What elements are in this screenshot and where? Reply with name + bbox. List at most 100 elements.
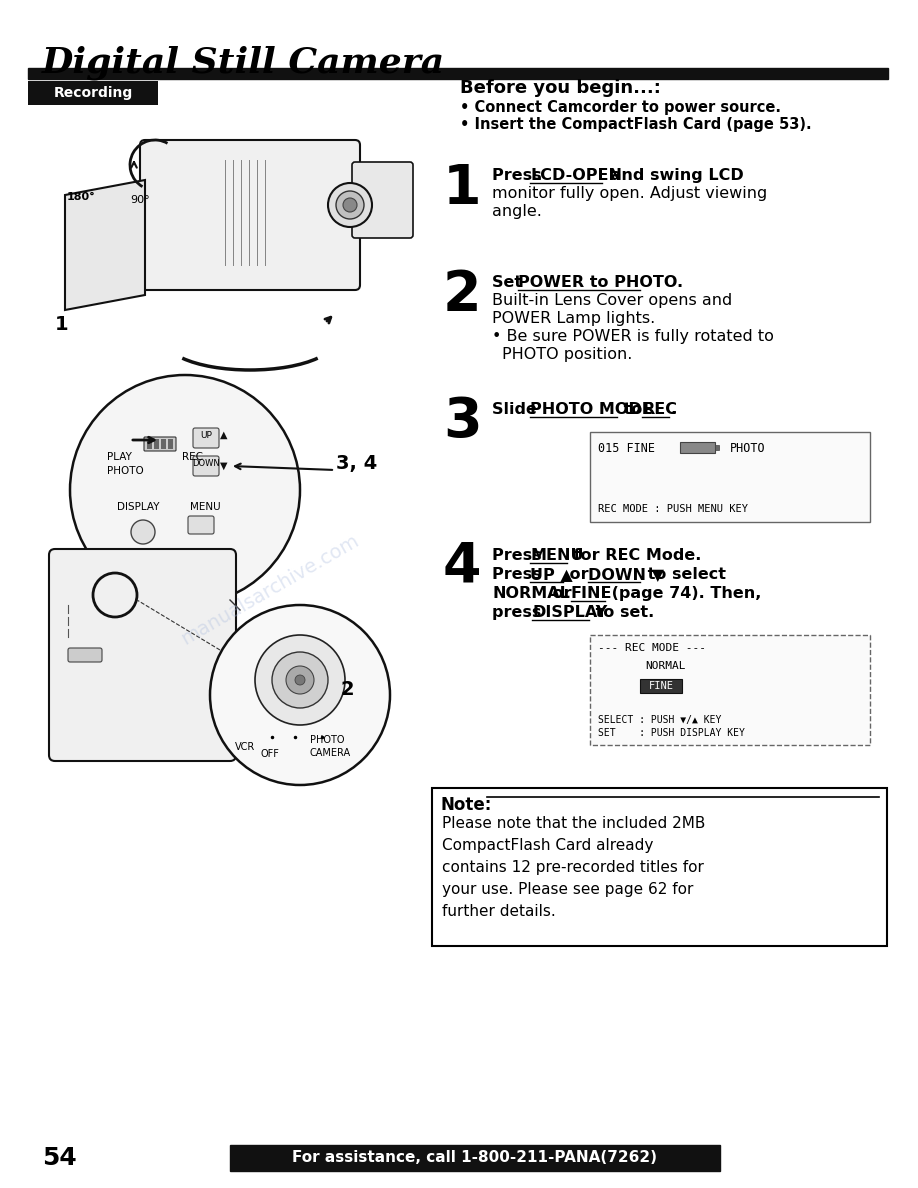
Text: press: press xyxy=(492,605,547,620)
Text: • Be sure POWER is fully rotated to: • Be sure POWER is fully rotated to xyxy=(492,329,774,345)
Circle shape xyxy=(343,198,357,211)
Bar xyxy=(590,432,870,522)
Text: • Connect Camcorder to power source.: • Connect Camcorder to power source. xyxy=(460,100,781,115)
Text: for REC Mode.: for REC Mode. xyxy=(568,548,701,563)
Circle shape xyxy=(255,636,345,725)
Bar xyxy=(590,636,870,745)
Text: For assistance, call 1-800-211-PANA(7262): For assistance, call 1-800-211-PANA(7262… xyxy=(293,1150,657,1165)
Text: 4: 4 xyxy=(443,541,482,594)
Text: CAMERA: CAMERA xyxy=(310,748,351,758)
Text: 90°: 90° xyxy=(130,195,150,206)
Text: UP ▲: UP ▲ xyxy=(530,567,573,582)
Text: 54: 54 xyxy=(42,1146,77,1170)
Bar xyxy=(154,440,159,449)
Text: Recording: Recording xyxy=(53,86,132,100)
Text: PHOTO position.: PHOTO position. xyxy=(502,347,633,362)
Bar xyxy=(161,440,166,449)
Text: 1: 1 xyxy=(443,162,482,216)
Text: Slide: Slide xyxy=(492,402,543,417)
Text: your use. Please see page 62 for: your use. Please see page 62 for xyxy=(442,881,693,897)
Text: REC MODE : PUSH MENU KEY: REC MODE : PUSH MENU KEY xyxy=(598,504,748,514)
Text: 2: 2 xyxy=(340,680,353,699)
Text: PHOTO: PHOTO xyxy=(107,466,144,476)
Text: 3: 3 xyxy=(443,394,482,449)
Text: MENU: MENU xyxy=(530,548,584,563)
Circle shape xyxy=(131,520,155,544)
Bar xyxy=(230,1145,720,1171)
Text: or: or xyxy=(564,567,594,582)
FancyBboxPatch shape xyxy=(49,549,236,762)
Text: contains 12 pre-recorded titles for: contains 12 pre-recorded titles for xyxy=(442,860,704,876)
Text: DOWN: DOWN xyxy=(192,459,220,468)
FancyBboxPatch shape xyxy=(352,162,413,238)
FancyBboxPatch shape xyxy=(28,81,158,105)
Text: VCR: VCR xyxy=(235,742,255,752)
Text: REC: REC xyxy=(182,451,203,462)
Text: NORMAL: NORMAL xyxy=(645,661,686,671)
Text: --- REC MODE ---: --- REC MODE --- xyxy=(598,643,706,653)
Text: 1: 1 xyxy=(55,315,69,334)
FancyBboxPatch shape xyxy=(68,647,102,662)
Text: FINE: FINE xyxy=(648,681,674,691)
Circle shape xyxy=(336,191,364,219)
Text: FINE: FINE xyxy=(571,586,612,601)
Text: POWER to PHOTO.: POWER to PHOTO. xyxy=(518,274,683,290)
Circle shape xyxy=(286,666,314,694)
Circle shape xyxy=(328,183,372,227)
Text: monitor fully open. Adjust viewing: monitor fully open. Adjust viewing xyxy=(492,187,767,201)
Text: ▼: ▼ xyxy=(220,461,228,470)
Bar xyxy=(28,68,888,78)
Text: Before you begin...:: Before you begin...: xyxy=(460,78,661,97)
Text: 015 FINE: 015 FINE xyxy=(598,442,655,455)
Text: manualsarchive.com: manualsarchive.com xyxy=(178,531,363,649)
Text: PHOTO MODE: PHOTO MODE xyxy=(530,402,653,417)
Text: (page 74). Then,: (page 74). Then, xyxy=(606,586,761,601)
Text: and swing LCD: and swing LCD xyxy=(605,168,744,183)
Text: to select: to select xyxy=(642,567,726,582)
Bar xyxy=(715,446,719,450)
Circle shape xyxy=(295,675,305,685)
Text: POWER Lamp lights.: POWER Lamp lights. xyxy=(492,311,655,326)
Circle shape xyxy=(70,375,300,605)
Text: DOWN ▼: DOWN ▼ xyxy=(588,567,664,582)
Text: Press: Press xyxy=(492,168,547,183)
Text: SET    : PUSH DISPLAY KEY: SET : PUSH DISPLAY KEY xyxy=(598,728,744,738)
FancyBboxPatch shape xyxy=(140,140,360,290)
Text: Digital Still Camera: Digital Still Camera xyxy=(42,46,445,81)
Text: CompactFlash Card already: CompactFlash Card already xyxy=(442,838,654,853)
Text: Press: Press xyxy=(492,548,547,563)
Bar xyxy=(168,440,173,449)
Bar xyxy=(640,680,682,693)
FancyBboxPatch shape xyxy=(188,516,214,533)
Text: 180°: 180° xyxy=(67,192,95,202)
Text: angle.: angle. xyxy=(492,204,542,219)
Text: ▲: ▲ xyxy=(220,430,228,440)
Text: .: . xyxy=(670,402,677,417)
Text: • Insert the CompactFlash Card (page 53).: • Insert the CompactFlash Card (page 53)… xyxy=(460,116,812,132)
Text: 3, 4: 3, 4 xyxy=(336,454,377,473)
Text: Please note that the included 2MB: Please note that the included 2MB xyxy=(442,816,705,830)
Text: DISPLAY: DISPLAY xyxy=(117,503,160,512)
Text: PHOTO: PHOTO xyxy=(730,442,766,455)
Text: OFF: OFF xyxy=(261,748,279,759)
Text: PLAY: PLAY xyxy=(107,451,132,462)
Text: LCD-OPEN: LCD-OPEN xyxy=(530,168,622,183)
Text: to: to xyxy=(618,402,648,417)
Text: PHOTO: PHOTO xyxy=(310,735,344,745)
Text: to set.: to set. xyxy=(590,605,655,620)
Text: UP: UP xyxy=(200,430,212,440)
Bar xyxy=(147,440,152,449)
Text: further details.: further details. xyxy=(442,904,555,920)
FancyBboxPatch shape xyxy=(193,428,219,448)
Text: REC: REC xyxy=(642,402,677,417)
Text: SELECT : PUSH ▼/▲ KEY: SELECT : PUSH ▼/▲ KEY xyxy=(598,715,722,725)
Polygon shape xyxy=(65,181,145,310)
Text: Note:: Note: xyxy=(440,796,491,814)
FancyBboxPatch shape xyxy=(144,437,176,451)
FancyBboxPatch shape xyxy=(193,456,219,476)
Circle shape xyxy=(272,652,328,708)
Text: Press: Press xyxy=(492,567,547,582)
Bar xyxy=(432,788,887,946)
Circle shape xyxy=(210,605,390,785)
Bar xyxy=(680,442,715,453)
